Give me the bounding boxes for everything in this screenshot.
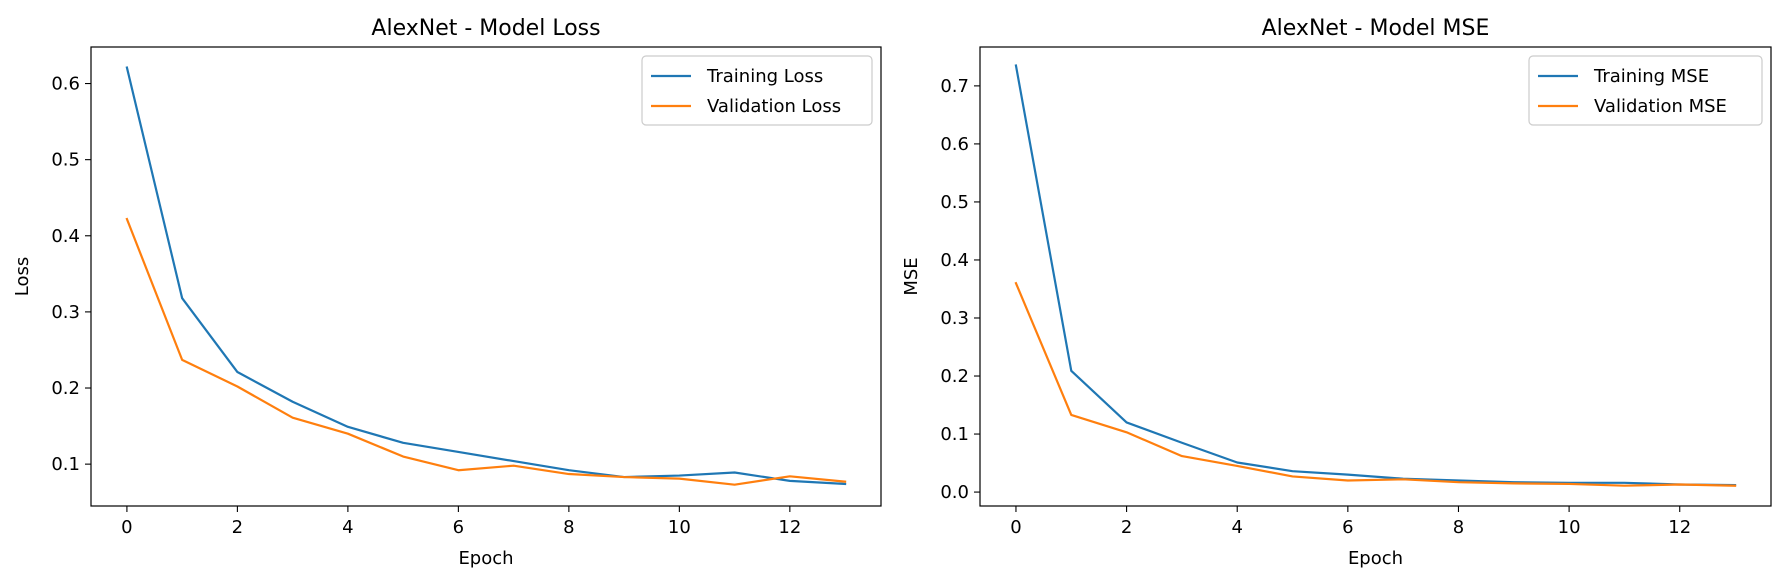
chart-2-y-tick-label: 0.1 <box>940 424 969 445</box>
chart-2-legend-box <box>1528 55 1763 126</box>
chart-1-x-tick-label: 2 <box>232 517 243 538</box>
chart-1-axes-frame <box>90 46 882 507</box>
chart-1-legend-label-training-loss: Training Loss <box>706 66 823 87</box>
chart-2-series-line-validation-mse <box>1014 281 1737 487</box>
chart-1-title: AlexNet - Model Loss <box>371 16 600 41</box>
chart-1-series-line-training-loss <box>125 66 847 486</box>
chart-1-x-tick-label: 12 <box>778 517 801 538</box>
chart-2-y-tick-label: 0.2 <box>940 366 969 387</box>
chart-2-x-axis-label: Epoch <box>1348 548 1403 569</box>
chart-2-x-tick-label: 10 <box>1558 517 1581 538</box>
chart-1-legend: Training Loss Validation Loss <box>641 55 873 126</box>
chart-2-y-tick-label: 0.5 <box>940 192 969 213</box>
chart-1-y-tick-label: 0.2 <box>51 378 80 399</box>
chart-2-y-tick-label: 0.0 <box>940 482 969 503</box>
chart-2-axes-frame <box>979 46 1772 507</box>
chart-1-x-tick-label: 6 <box>453 517 464 538</box>
chart-2-x-tick-label: 2 <box>1121 517 1132 538</box>
chart-1-y-axis-label: Loss <box>12 257 33 296</box>
chart-2-y-tick-label: 0.6 <box>940 134 969 155</box>
chart-1-x-tick-label: 0 <box>121 517 132 538</box>
chart-1-y-tick-label: 0.3 <box>51 302 80 323</box>
mse-chart-panel: 0 2 4 6 8 10 12 0.0 0.1 0.2 0.3 0.4 0.5 0.6 0.7 AlexNet… <box>901 16 1772 569</box>
chart-1-legend-label-validation-loss: Validation Loss <box>707 96 841 117</box>
chart-2-legend: Training MSE Validation MSE <box>1528 55 1763 126</box>
chart-1-y-tick-label: 0.4 <box>51 226 80 247</box>
chart-2-x-tick-label: 8 <box>1453 517 1464 538</box>
chart-2-x-tick-label: 0 <box>1010 517 1021 538</box>
loss-chart-panel: 0 2 4 6 8 10 12 0.1 0.2 0.3 0.4 0.5 0.6 AlexNet - Mod… <box>12 16 882 569</box>
chart-1-y-tick-label: 0.6 <box>51 74 80 95</box>
chart-1-x-axis-label: Epoch <box>458 548 513 569</box>
chart-2-title: AlexNet - Model MSE <box>1262 16 1490 41</box>
chart-1-series-line-validation-loss <box>125 217 847 486</box>
chart-1-x-tick-label: 8 <box>563 517 574 538</box>
chart-2-y-tick-label: 0.7 <box>940 76 969 97</box>
chart-2-series-line-training-mse <box>1014 64 1737 487</box>
chart-2-legend-label-validation-mse: Validation MSE <box>1594 96 1727 117</box>
chart-1-legend-box <box>641 55 873 126</box>
chart-2-y-tick-label: 0.3 <box>940 308 969 329</box>
chart-1-y-tick-label: 0.5 <box>51 150 80 171</box>
chart-1-x-tick-label: 10 <box>668 517 691 538</box>
chart-1-y-tick-label: 0.1 <box>51 454 80 475</box>
chart-2-x-tick-label: 4 <box>1231 517 1242 538</box>
chart-2-x-tick-label: 12 <box>1668 517 1691 538</box>
chart-2-y-tick-label: 0.4 <box>940 250 969 271</box>
chart-1-x-tick-label: 4 <box>342 517 353 538</box>
chart-2-legend-label-training-mse: Training MSE <box>1593 66 1709 87</box>
chart-2-y-axis-label: MSE <box>901 257 922 295</box>
chart-2-x-tick-label: 6 <box>1342 517 1353 538</box>
